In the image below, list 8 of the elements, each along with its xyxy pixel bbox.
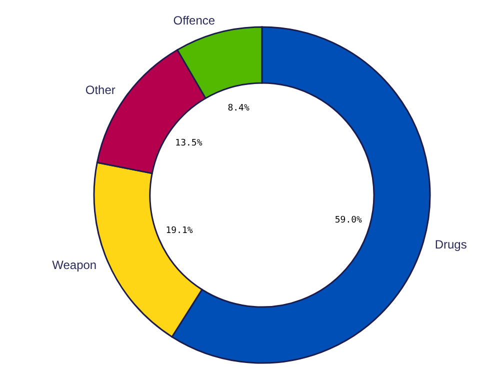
data-label: 8.4% — [228, 104, 250, 114]
slice-label: Drugs — [434, 237, 467, 252]
slice-label: Weapon — [52, 258, 97, 272]
slice-label: Other — [85, 82, 116, 97]
slice-label: Offence — [173, 13, 216, 28]
data-label: 19.1% — [166, 226, 194, 236]
data-label: 59.0% — [334, 216, 363, 226]
data-label: 13.5% — [175, 138, 203, 148]
